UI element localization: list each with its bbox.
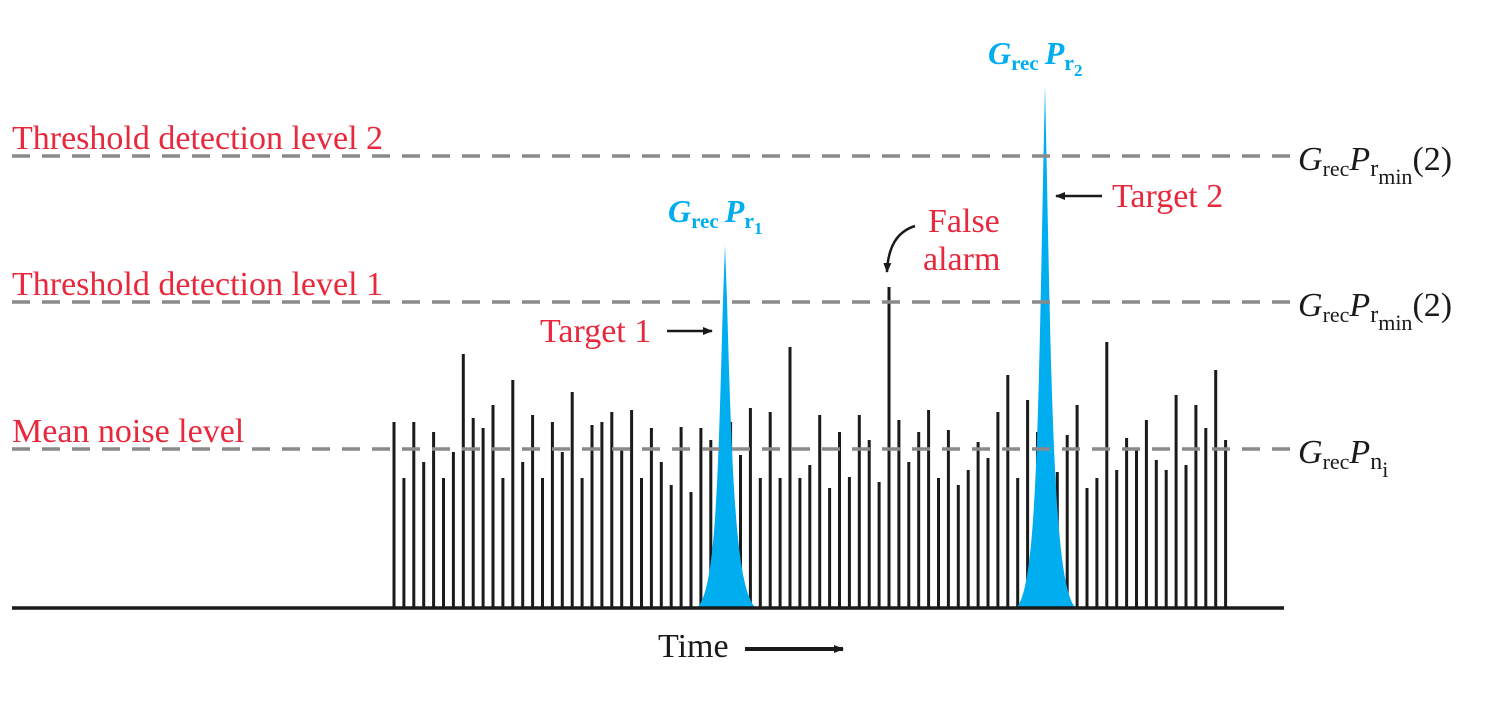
target-1-pulse — [697, 245, 756, 608]
threshold-level-1-formula: GrecPrmin(2) — [1298, 287, 1452, 335]
threshold-level-2-formula: GrecPrmin(2) — [1298, 141, 1452, 189]
mean-noise-level-formula: GrecPni — [1298, 434, 1388, 482]
threshold-level-1-label: Threshold detection level 1 — [12, 266, 383, 303]
target-2-label: Target 2 — [1112, 178, 1223, 215]
target-1-peak-formula: Grec Pr1 — [668, 193, 763, 238]
false-alarm-label-line-1: False — [928, 203, 1000, 240]
mean-noise-level-label: Mean noise level — [12, 413, 244, 450]
false-alarm-label-line-2: alarm — [923, 241, 1000, 278]
target-2-pulse — [1016, 85, 1076, 608]
time-axis-label: Time — [658, 628, 729, 665]
target-1-label: Target 1 — [540, 313, 651, 350]
false-alarm-arrow — [883, 224, 916, 273]
noise-spikes — [392, 342, 1228, 608]
target-2-peak-formula: Grec Pr2 — [988, 35, 1083, 80]
threshold-level-2-label: Threshold detection level 2 — [12, 120, 383, 157]
